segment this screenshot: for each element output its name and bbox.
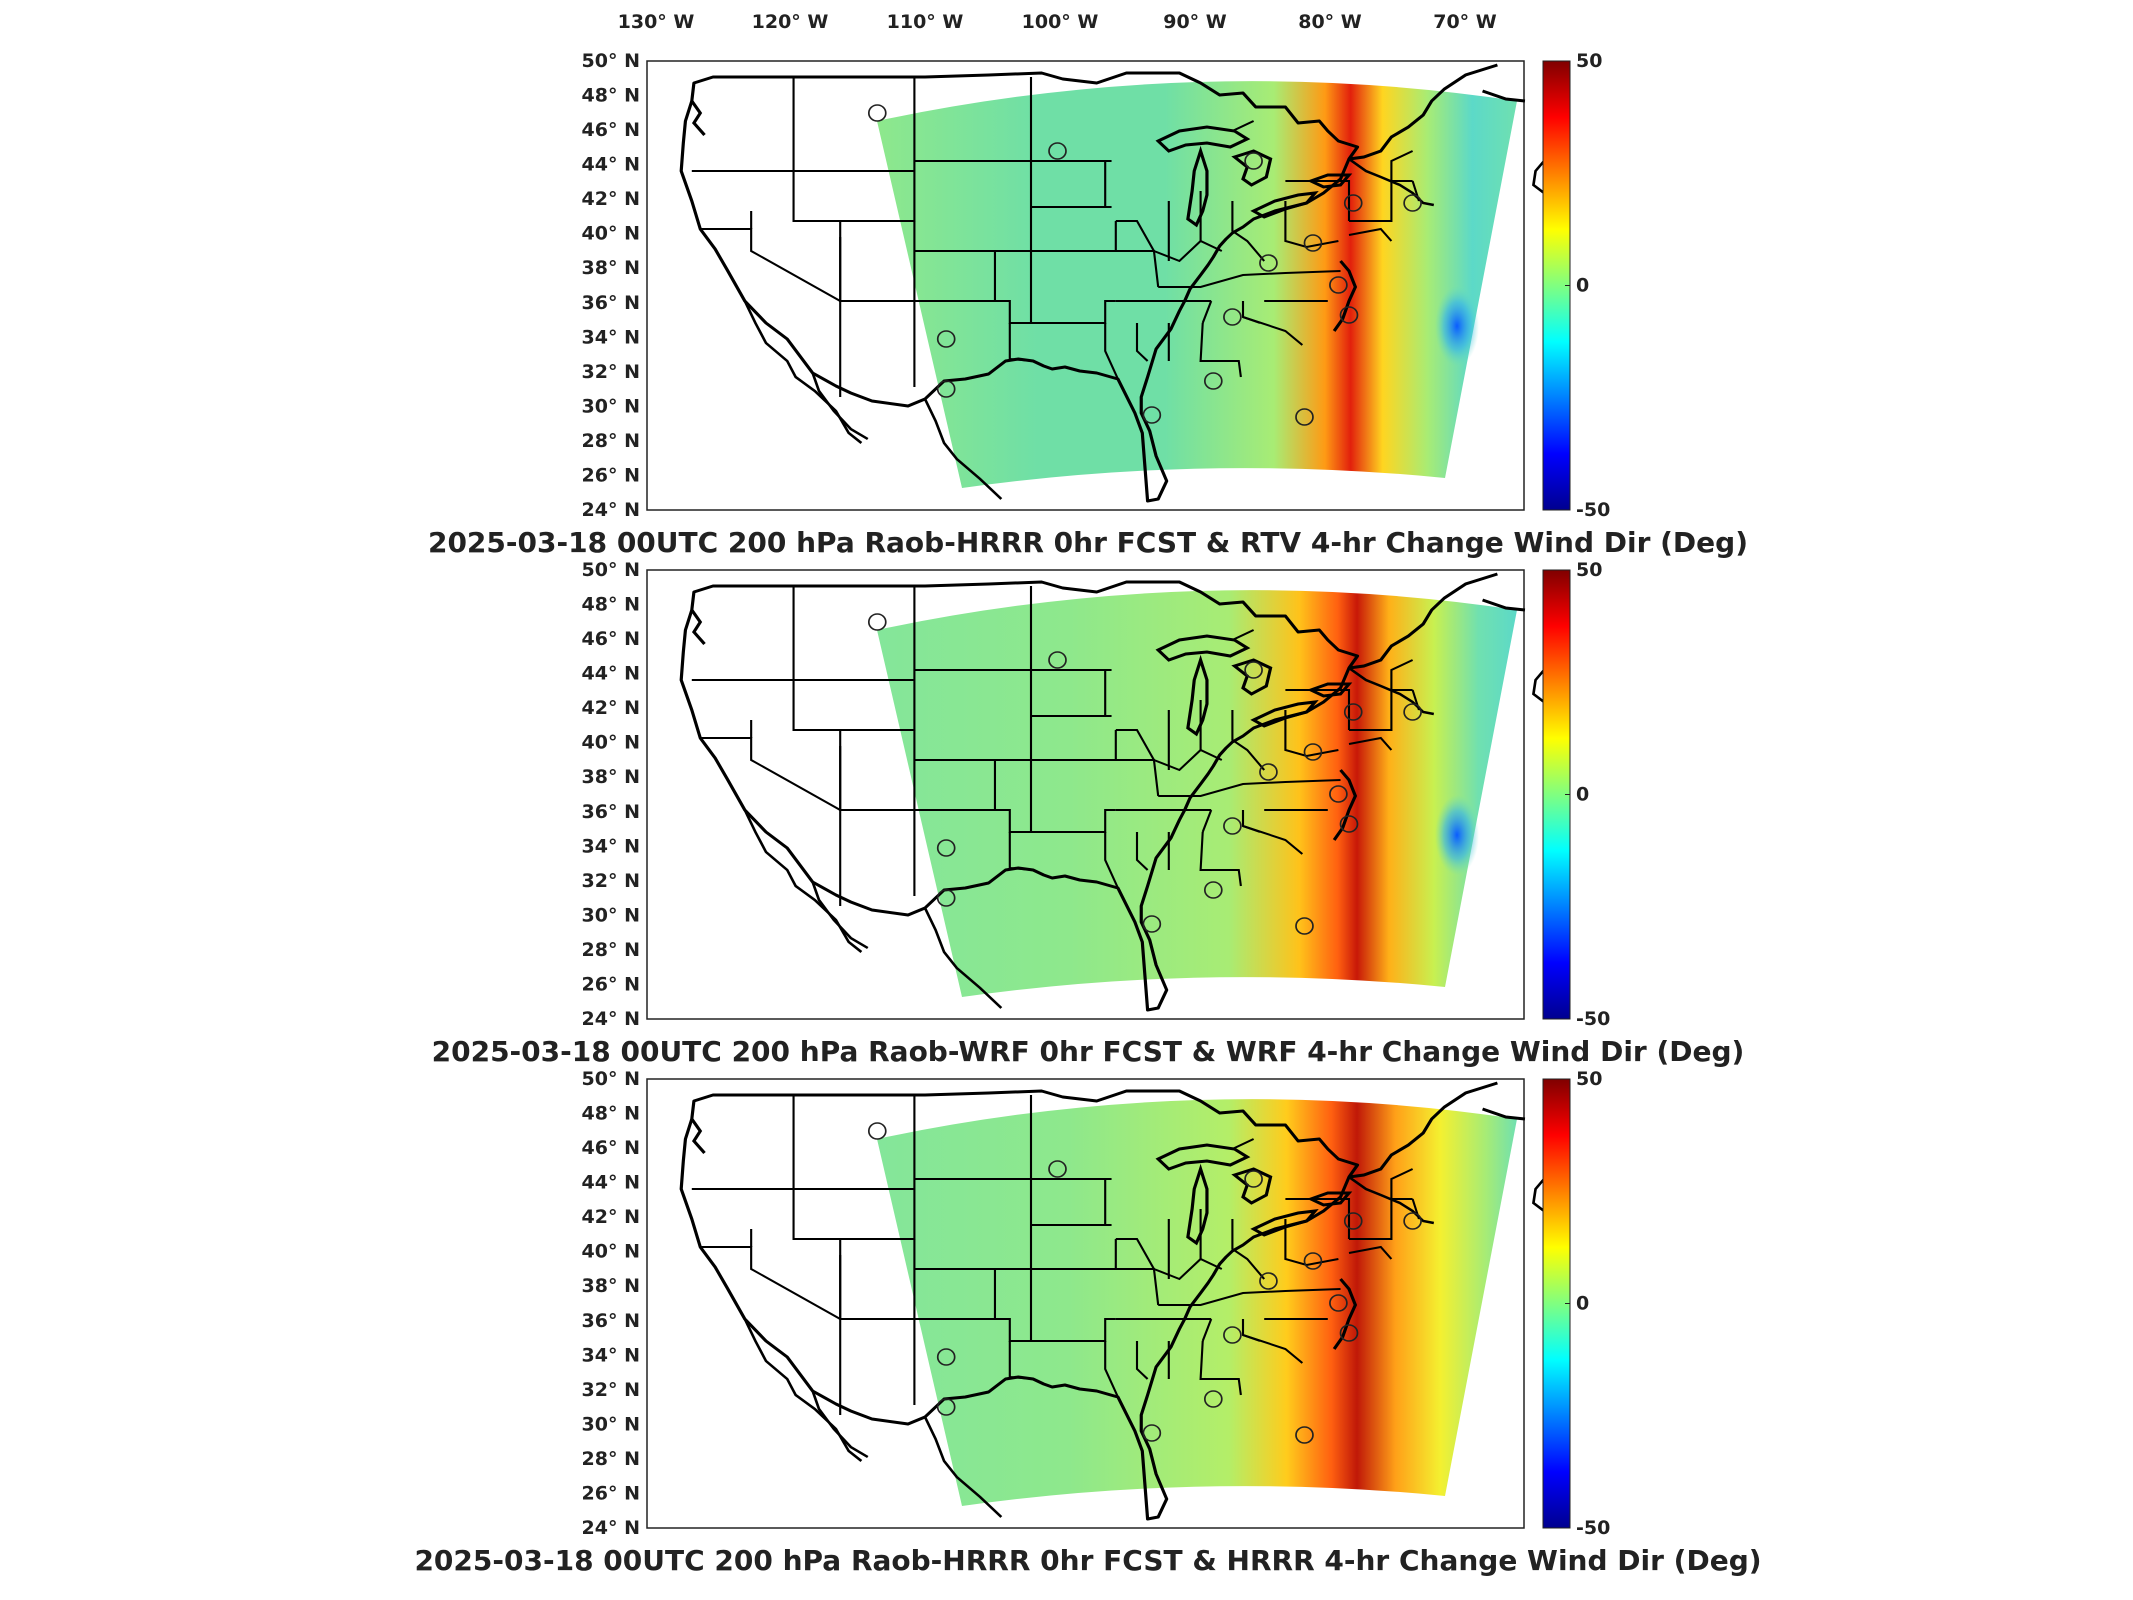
colorbar-tick-label: 0 bbox=[1576, 1293, 1589, 1315]
latitude-label: 42° N bbox=[582, 1206, 640, 1228]
latitude-label: 34° N bbox=[582, 1344, 640, 1366]
colorbar-tick-label: 50 bbox=[1576, 559, 1602, 581]
longitude-label: 90° W bbox=[1163, 11, 1227, 33]
latitude-label: 46° N bbox=[582, 1137, 640, 1159]
longitude-labels: 130° W 120° W 110° W 100° W 90° W 80° W 70° W bbox=[618, 11, 1497, 33]
latitude-label: 34° N bbox=[582, 835, 640, 857]
latitude-label: 36° N bbox=[582, 292, 640, 314]
latitude-label: 24° N bbox=[582, 1517, 640, 1539]
latitude-label: 42° N bbox=[582, 188, 640, 210]
latitude-label: 28° N bbox=[582, 1448, 640, 1470]
latitude-label: 42° N bbox=[582, 697, 640, 719]
latitude-label: 32° N bbox=[582, 870, 640, 892]
latitude-label: 32° N bbox=[582, 361, 640, 383]
latitude-label: 38° N bbox=[582, 1275, 640, 1297]
latitude-label: 28° N bbox=[582, 939, 640, 961]
latitude-label: 44° N bbox=[582, 1172, 640, 1194]
latitude-label: 48° N bbox=[582, 85, 640, 107]
colorbar-tick-label: 50 bbox=[1576, 50, 1602, 72]
latitude-label: 36° N bbox=[582, 801, 640, 823]
longitude-label: 70° W bbox=[1433, 11, 1497, 33]
panels: 50° N 48° N 46° N 44° N 42° N 40° N 38° N 36° N… bbox=[414, 50, 1761, 1577]
latitude-label: 32° N bbox=[582, 1379, 640, 1401]
latitude-label: 30° N bbox=[582, 904, 640, 926]
colorbar-tick-label: 50 bbox=[1576, 1068, 1602, 1090]
longitude-label: 100° W bbox=[1022, 11, 1099, 33]
latitude-label: 48° N bbox=[582, 1103, 640, 1125]
latitude-label: 38° N bbox=[582, 257, 640, 279]
panel-title: 2025-03-18 00UTC 200 hPa Raob-WRF 0hr FC… bbox=[432, 1035, 1745, 1068]
latitude-label: 50° N bbox=[582, 1068, 640, 1090]
latitude-label: 46° N bbox=[582, 628, 640, 650]
wind-direction-field bbox=[877, 1099, 1517, 1506]
latitude-label: 28° N bbox=[582, 430, 640, 452]
latitude-label: 44° N bbox=[582, 154, 640, 176]
colorbar-tick-label: -50 bbox=[1576, 1008, 1610, 1030]
map-panel-wrf: 50° N 48° N 46° N 44° N 42° N 40° N 38° N 36° N… bbox=[432, 559, 1745, 1068]
map-panel-rtv: 50° N 48° N 46° N 44° N 42° N 40° N 38° N 36° N… bbox=[428, 50, 1748, 559]
colorbar-tick-label: 0 bbox=[1576, 784, 1589, 806]
map-panel-hrrr: 50° N 48° N 46° N 44° N 42° N 40° N 38° N 36° N… bbox=[414, 1068, 1761, 1577]
latitude-label: 44° N bbox=[582, 663, 640, 685]
colorbar-tick-label: -50 bbox=[1576, 1517, 1610, 1539]
longitude-label: 80° W bbox=[1298, 11, 1362, 33]
panel-title: 2025-03-18 00UTC 200 hPa Raob-HRRR 0hr F… bbox=[428, 526, 1748, 559]
latitude-label: 40° N bbox=[582, 223, 640, 245]
latitude-label: 40° N bbox=[582, 1241, 640, 1263]
latitude-label: 46° N bbox=[582, 119, 640, 141]
latitude-label: 30° N bbox=[582, 395, 640, 417]
panel-title: 2025-03-18 00UTC 200 hPa Raob-HRRR 0hr F… bbox=[414, 1544, 1761, 1577]
latitude-label: 26° N bbox=[582, 1482, 640, 1504]
latitude-label: 50° N bbox=[582, 50, 640, 72]
latitude-label: 34° N bbox=[582, 326, 640, 348]
latitude-label: 24° N bbox=[582, 499, 640, 521]
negative-anomaly bbox=[1435, 286, 1479, 366]
colorbar-tick-label: 0 bbox=[1576, 275, 1589, 297]
wind-direction-field bbox=[877, 81, 1517, 488]
latitude-label: 38° N bbox=[582, 766, 640, 788]
longitude-label: 110° W bbox=[887, 11, 964, 33]
colorbar-tick-label: -50 bbox=[1576, 499, 1610, 521]
latitude-label: 26° N bbox=[582, 464, 640, 486]
negative-anomaly bbox=[1435, 795, 1479, 875]
latitude-label: 48° N bbox=[582, 594, 640, 616]
latitude-label: 36° N bbox=[582, 1310, 640, 1332]
latitude-label: 50° N bbox=[582, 559, 640, 581]
latitude-label: 24° N bbox=[582, 1008, 640, 1030]
latitude-label: 40° N bbox=[582, 732, 640, 754]
latitude-label: 26° N bbox=[582, 973, 640, 995]
latitude-label: 30° N bbox=[582, 1413, 640, 1435]
wind-direction-field bbox=[877, 590, 1517, 997]
longitude-label: 130° W bbox=[618, 11, 695, 33]
longitude-label: 120° W bbox=[752, 11, 829, 33]
